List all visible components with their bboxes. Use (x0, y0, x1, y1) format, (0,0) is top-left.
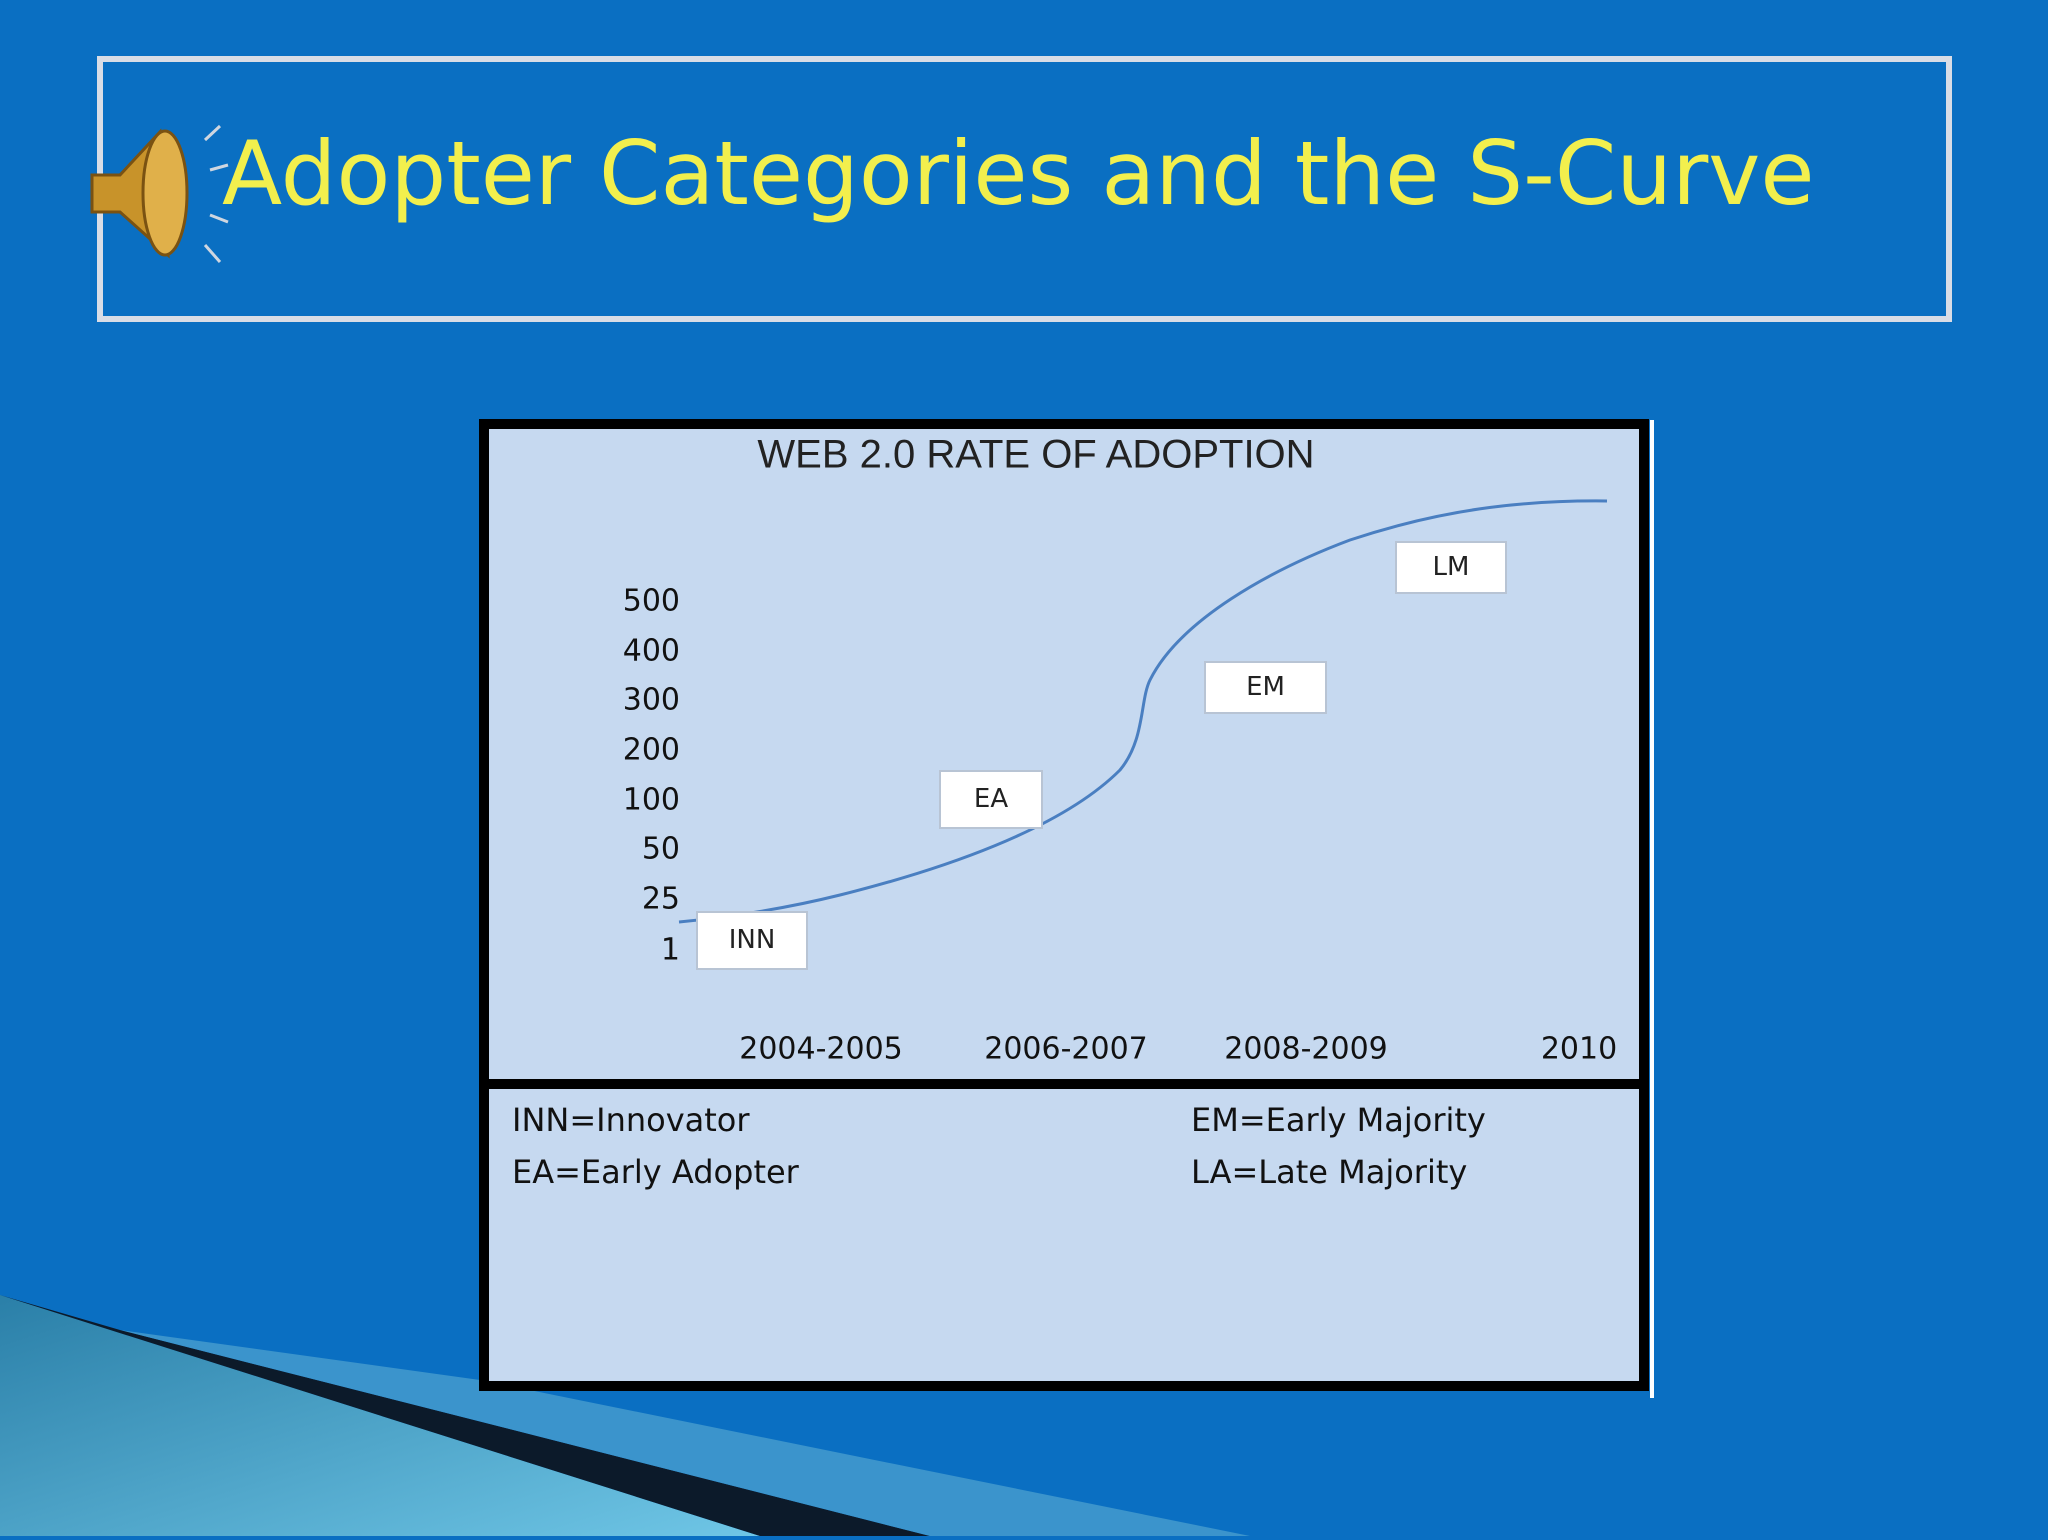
y-label: 200 (623, 733, 680, 768)
stage-box (696, 911, 808, 970)
legend-item: EA=Early Adopter (512, 1153, 800, 1191)
stage-label: INN (729, 925, 776, 955)
stage-label: LM (1433, 552, 1470, 582)
stage-label: EM (1246, 672, 1285, 702)
legend-item: EM=Early Majority (1191, 1101, 1486, 1139)
y-label: 1 (661, 933, 680, 968)
x-label: 2004-2005 (739, 1032, 903, 1067)
s-curve (678, 499, 1608, 924)
swoosh-light (120, 1330, 1250, 1536)
stage-box (939, 770, 1043, 829)
legend-item: INN=Innovator (512, 1101, 750, 1139)
y-label: 300 (623, 683, 680, 718)
speaker-icon[interactable] (90, 124, 229, 263)
y-label: 25 (642, 882, 680, 917)
slide-title: Adopter Categories and the S-Curve (222, 122, 1814, 225)
y-label: 100 (623, 783, 680, 818)
y-label: 50 (642, 832, 680, 867)
stage-label: EA (974, 784, 1008, 814)
x-label: 2008-2009 (1224, 1032, 1388, 1067)
stage-box (1204, 661, 1327, 714)
x-label: 2006-2007 (984, 1032, 1148, 1067)
y-label: 500 (623, 584, 680, 619)
x-label: 2010 (1541, 1032, 1617, 1067)
chart-title: WEB 2.0 RATE OF ADOPTION (757, 433, 1314, 477)
y-label: 400 (623, 634, 680, 669)
legend-item: LA=Late Majority (1191, 1153, 1467, 1191)
stage-box (1395, 541, 1507, 594)
